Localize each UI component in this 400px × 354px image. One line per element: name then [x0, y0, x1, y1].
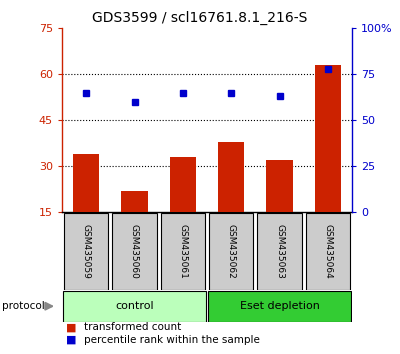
Text: GSM435061: GSM435061 [178, 224, 187, 279]
Text: protocol: protocol [2, 301, 45, 311]
Text: ■: ■ [66, 335, 76, 345]
Bar [266, 160, 293, 212]
Text: ■: ■ [66, 322, 76, 332]
Text: control: control [115, 301, 154, 311]
Bar [306, 213, 350, 290]
Bar [170, 157, 196, 212]
Text: GDS3599 / scl16761.8.1_216-S: GDS3599 / scl16761.8.1_216-S [92, 11, 308, 25]
Bar [63, 291, 206, 321]
Bar [218, 142, 244, 212]
Text: Eset depletion: Eset depletion [240, 301, 320, 311]
Text: GSM435060: GSM435060 [130, 224, 139, 279]
Text: GSM435062: GSM435062 [227, 224, 236, 279]
Bar [314, 65, 341, 212]
Bar [64, 213, 108, 290]
Text: GSM435059: GSM435059 [82, 224, 91, 279]
Bar [160, 213, 205, 290]
Text: transformed count: transformed count [84, 322, 181, 332]
Bar [73, 154, 100, 212]
Text: percentile rank within the sample: percentile rank within the sample [84, 335, 260, 345]
Text: GSM435063: GSM435063 [275, 224, 284, 279]
Bar [209, 213, 254, 290]
Bar [257, 213, 302, 290]
Text: GSM435064: GSM435064 [323, 224, 332, 279]
Bar [121, 191, 148, 212]
Bar [112, 213, 157, 290]
Bar [208, 291, 351, 321]
